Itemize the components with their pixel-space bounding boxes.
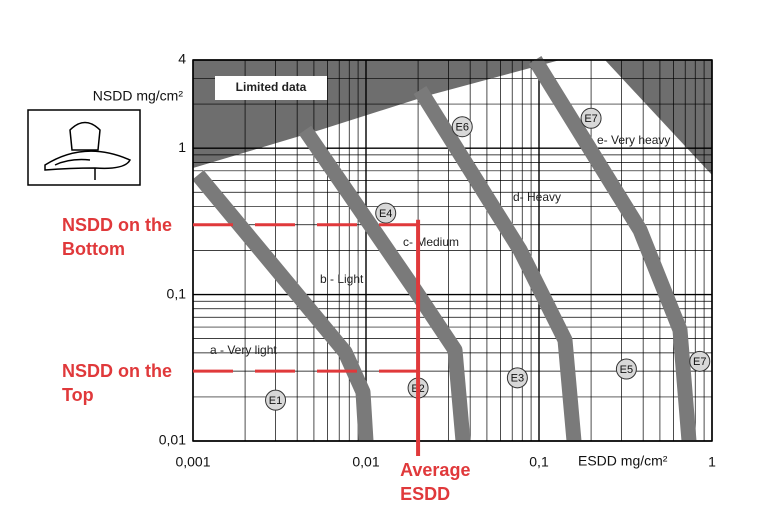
y-tick-label: 1 [178, 139, 186, 155]
zone-label: b - Light [320, 272, 364, 286]
point [265, 389, 287, 411]
zone-label: e- Very heavy [597, 133, 670, 147]
limited-data-region [605, 60, 712, 175]
point [689, 350, 711, 372]
point-label: E5 [620, 364, 633, 376]
x-tick-label: 0,01 [352, 454, 379, 470]
point-label: E1 [269, 395, 282, 407]
x-tick-label: 1 [708, 454, 716, 470]
zone-label: a - Very light [210, 343, 277, 357]
y-tick-label: 0,1 [167, 285, 187, 301]
zone-band [528, 56, 697, 442]
y-tick-label: 0,01 [159, 432, 186, 448]
y-tick-label: 4 [178, 51, 186, 67]
annotation-text: NSDD on the Bottom [62, 214, 172, 259]
x-tick-label: 0,001 [175, 454, 210, 470]
annotation-text: NSDD on the Top [62, 361, 172, 406]
y-axis-label: NSDD mg/cm² [93, 88, 184, 104]
icon-shed [44, 150, 132, 171]
point-label: E7 [584, 113, 597, 125]
zone-band [413, 86, 582, 442]
limited-data-box [215, 76, 327, 100]
icon-cap [69, 121, 101, 151]
point [615, 358, 637, 380]
annotation-text: Average ESDD [400, 460, 471, 504]
x-axis-label: ESDD mg/cm² [578, 453, 668, 469]
point [451, 116, 473, 138]
plot-frame [192, 59, 713, 442]
point [580, 107, 602, 129]
icon-frame [27, 109, 141, 186]
icon-rib [54, 158, 91, 166]
insulator-icon [27, 109, 141, 186]
marks: E1E2E3E4E5E6E7E7 [193, 107, 711, 456]
point-label: E3 [511, 373, 524, 385]
point-label: E6 [456, 122, 469, 134]
zone-label: c- Medium [403, 235, 459, 249]
point [375, 202, 397, 224]
zone-band [298, 125, 471, 442]
point [506, 367, 528, 389]
point-label: E4 [379, 208, 392, 220]
x-tick-label: 0,1 [529, 454, 549, 470]
zone-label: d- Heavy [513, 190, 561, 204]
limited-data-label: Limited data [236, 80, 307, 94]
point-label: E7 [693, 356, 706, 368]
